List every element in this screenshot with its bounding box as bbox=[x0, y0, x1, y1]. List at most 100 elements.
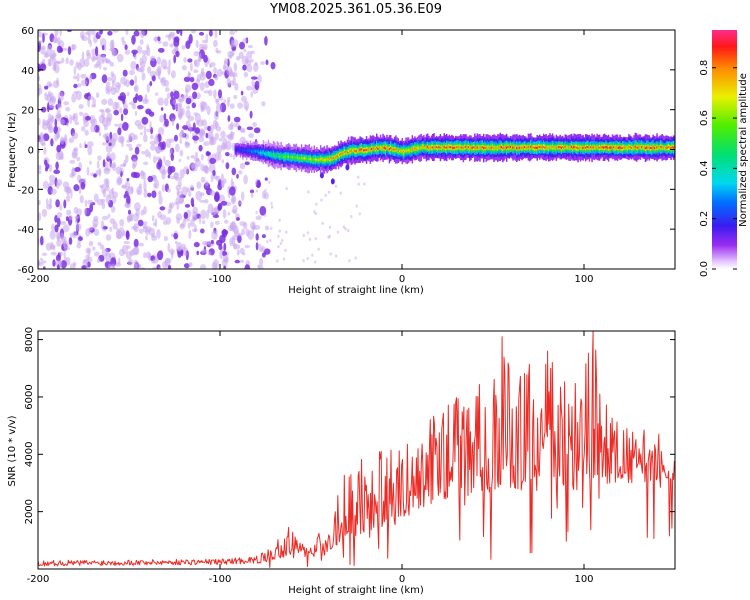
ridge-cell bbox=[500, 146, 503, 149]
ridge-cell bbox=[558, 145, 560, 149]
noise-blob bbox=[158, 195, 163, 205]
noise-blob bbox=[54, 118, 58, 128]
ridge-cell bbox=[449, 146, 452, 148]
noise-blob bbox=[68, 215, 73, 221]
noise-blob bbox=[55, 161, 59, 170]
noise-blob bbox=[107, 98, 114, 107]
noise-blob bbox=[123, 194, 127, 199]
noise-blob bbox=[145, 228, 150, 236]
noise-blob bbox=[42, 118, 46, 126]
noise-blob bbox=[73, 66, 77, 76]
noise-blob bbox=[195, 151, 198, 159]
ridge-cell bbox=[570, 145, 573, 148]
noise-blob bbox=[164, 97, 169, 107]
colorbar-gradient bbox=[712, 30, 737, 269]
spectrogram-heatmap bbox=[38, 30, 675, 269]
noise-blob bbox=[131, 103, 137, 110]
ridge-cell bbox=[360, 148, 363, 151]
ridge-cell bbox=[563, 146, 565, 150]
noise-blob bbox=[90, 118, 95, 127]
noise-blob bbox=[46, 81, 52, 88]
ridge-cell bbox=[266, 153, 268, 155]
noise-blob bbox=[229, 80, 235, 86]
ridge-cell bbox=[550, 146, 552, 149]
noise-blob bbox=[212, 169, 216, 177]
noise-blob bbox=[103, 168, 111, 175]
ridge-cell bbox=[284, 155, 286, 158]
noise-blob bbox=[102, 159, 106, 168]
noise-speck bbox=[348, 259, 351, 263]
noise-blob bbox=[178, 131, 186, 139]
noise-speck bbox=[269, 239, 272, 243]
ridge-cell bbox=[415, 148, 417, 150]
noise-blob bbox=[164, 118, 169, 127]
ridge-cell bbox=[634, 145, 637, 148]
noise-blob bbox=[180, 249, 184, 257]
noise-blob bbox=[226, 77, 231, 88]
ridge-cell bbox=[625, 147, 628, 149]
ridge-cell bbox=[263, 152, 266, 155]
noise-blob bbox=[38, 30, 41, 33]
noise-blob bbox=[65, 186, 72, 195]
ridge-cell bbox=[641, 146, 643, 148]
spectrogram-y-tick-label: -60 bbox=[18, 265, 34, 276]
ridge-cell bbox=[598, 146, 601, 149]
noise-blob bbox=[252, 222, 255, 232]
noise-blob bbox=[169, 166, 176, 173]
noise-blob bbox=[117, 176, 123, 185]
noise-blob bbox=[110, 139, 115, 148]
noise-blob bbox=[203, 43, 208, 51]
noise-speck bbox=[276, 259, 279, 263]
noise-blob bbox=[249, 189, 255, 194]
noise-blob bbox=[44, 85, 49, 90]
ridge-cell bbox=[513, 145, 516, 148]
noise-blob bbox=[227, 134, 234, 141]
ridge-cell bbox=[405, 149, 407, 152]
noise-blob bbox=[188, 190, 192, 198]
ridge-cell bbox=[319, 157, 322, 161]
noise-blob bbox=[100, 183, 106, 194]
noise-blob bbox=[259, 257, 264, 267]
noise-blob bbox=[59, 204, 63, 211]
noise-blob bbox=[231, 236, 236, 247]
ridge-cell bbox=[274, 154, 276, 157]
noise-blob bbox=[50, 251, 57, 256]
noise-blob bbox=[65, 216, 69, 222]
ridge-cell bbox=[628, 146, 630, 148]
noise-blob bbox=[110, 152, 116, 162]
ridge-cell bbox=[382, 147, 384, 149]
noise-blob bbox=[202, 165, 209, 174]
noise-blob bbox=[157, 65, 162, 75]
noise-blob bbox=[73, 184, 80, 192]
noise-blob bbox=[107, 213, 111, 218]
ridge-cell bbox=[317, 158, 319, 162]
noise-blob bbox=[147, 66, 152, 74]
noise-blob bbox=[143, 221, 148, 225]
noise-blob bbox=[55, 199, 60, 208]
ridge-cell bbox=[298, 157, 300, 160]
ridge-cell bbox=[523, 146, 526, 148]
noise-blob bbox=[128, 209, 131, 215]
noise-blob bbox=[206, 105, 211, 116]
ridge-cell bbox=[540, 146, 542, 148]
noise-blob bbox=[96, 160, 100, 169]
ridge-cell bbox=[303, 156, 305, 160]
ridge-cell bbox=[485, 146, 487, 150]
ridge-cell bbox=[291, 156, 294, 159]
ridge-cell bbox=[611, 145, 614, 148]
noise-blob bbox=[137, 189, 141, 194]
noise-blob bbox=[38, 259, 41, 266]
ridge-cell bbox=[480, 146, 482, 149]
ridge-cell bbox=[313, 158, 315, 161]
snr-frame bbox=[37, 330, 676, 570]
ridge-cell bbox=[404, 150, 406, 153]
ridge-cell bbox=[336, 155, 338, 158]
ridge-cell bbox=[378, 146, 380, 149]
noise-blob bbox=[101, 215, 109, 221]
noise-speck bbox=[277, 245, 280, 249]
ridge-cell bbox=[548, 147, 550, 150]
snr-x-label: Height of straight line (km) bbox=[288, 585, 424, 596]
ridge-cell bbox=[621, 146, 624, 149]
noise-blob bbox=[85, 254, 90, 261]
noise-blob bbox=[46, 44, 53, 52]
